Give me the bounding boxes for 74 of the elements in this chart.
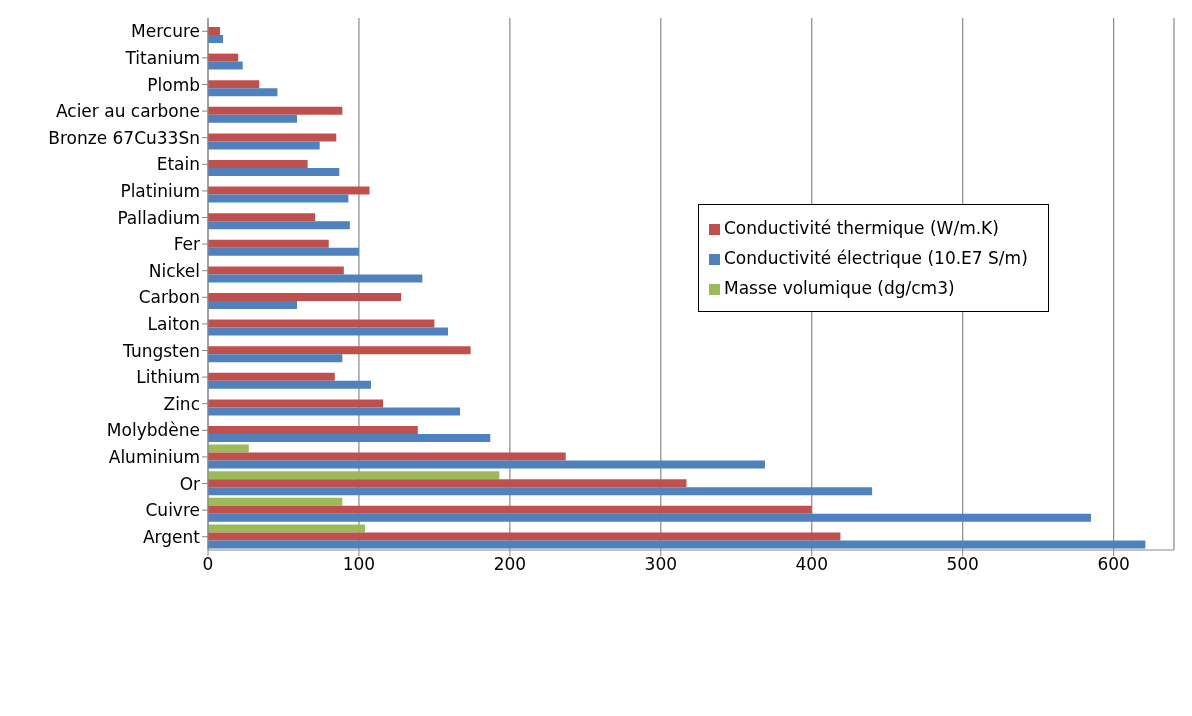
y-tick-label: Argent xyxy=(142,526,201,547)
bar xyxy=(208,540,1146,549)
bar xyxy=(208,354,343,363)
bar xyxy=(208,487,873,496)
bar xyxy=(208,505,812,514)
bar xyxy=(208,239,329,248)
y-tick-label: Bronze 67Cu33Sn xyxy=(48,127,200,148)
bar xyxy=(208,247,359,256)
bar xyxy=(208,61,243,70)
x-tick-label: 500 xyxy=(946,554,979,575)
y-tick-label: Tungsten xyxy=(122,340,200,361)
bar xyxy=(208,497,343,506)
bar xyxy=(208,266,344,275)
y-tick-label: Fer xyxy=(173,234,201,255)
bar xyxy=(208,80,260,89)
y-tick-label: Titanium xyxy=(124,47,200,68)
y-tick-label: Or xyxy=(179,473,201,494)
bar xyxy=(208,168,340,176)
bar xyxy=(208,407,461,416)
bar xyxy=(208,532,841,541)
bar xyxy=(208,513,1091,522)
bar xyxy=(208,327,448,336)
legend-label: Conductivité électrique (10.E7 S/m) xyxy=(724,248,1028,268)
bar xyxy=(208,319,435,328)
bar xyxy=(208,194,349,203)
bar xyxy=(208,460,765,469)
bar xyxy=(208,293,402,301)
bar xyxy=(208,88,278,97)
bar xyxy=(208,114,298,123)
y-tick-label: Platinium xyxy=(120,180,200,201)
bar xyxy=(208,53,239,62)
legend-label: Conductivité thermique (W/m.K) xyxy=(724,218,999,238)
x-tick-label: 400 xyxy=(795,554,828,575)
bar xyxy=(208,141,320,150)
bar xyxy=(208,27,221,35)
bar xyxy=(208,471,500,480)
bar xyxy=(208,133,337,142)
bar xyxy=(208,426,418,434)
bar xyxy=(208,221,350,230)
bar xyxy=(208,380,372,389)
y-tick-label: Plomb xyxy=(147,74,200,95)
x-tick-label: 100 xyxy=(342,554,376,575)
bar xyxy=(208,434,491,442)
y-tick-label: Etain xyxy=(156,154,200,175)
bar xyxy=(208,524,365,533)
y-tick-label: Carbon xyxy=(138,287,200,308)
bar xyxy=(208,160,308,168)
bar xyxy=(208,479,687,488)
y-tick-label: Mercure xyxy=(131,21,200,42)
y-tick-label: Nickel xyxy=(148,260,200,281)
x-tick-label: 0 xyxy=(202,554,214,575)
y-tick-label: Molybdène xyxy=(106,420,200,441)
bar xyxy=(208,452,566,461)
bar xyxy=(208,372,335,381)
y-tick-label: Lithium xyxy=(136,367,200,388)
x-tick-label: 600 xyxy=(1097,554,1130,575)
legend-label: Masse volumique (dg/cm3) xyxy=(724,278,955,298)
bar xyxy=(208,399,384,408)
x-tick-label: 200 xyxy=(493,554,527,575)
x-tick-label: 300 xyxy=(644,554,678,575)
y-tick-label: Cuivre xyxy=(145,500,200,521)
bar xyxy=(208,346,471,355)
y-tick-label: Laiton xyxy=(147,313,200,334)
bar xyxy=(208,186,370,195)
bar xyxy=(208,301,298,309)
bar xyxy=(208,35,224,43)
y-tick-label: Palladium xyxy=(117,207,200,228)
y-tick-label: Acier au carbone xyxy=(55,101,200,122)
y-tick-label: Zinc xyxy=(163,393,200,414)
bar xyxy=(208,274,423,283)
y-tick-label: Aluminium xyxy=(108,446,200,467)
bar xyxy=(208,444,249,453)
bar xyxy=(208,213,316,222)
bar xyxy=(208,106,343,115)
